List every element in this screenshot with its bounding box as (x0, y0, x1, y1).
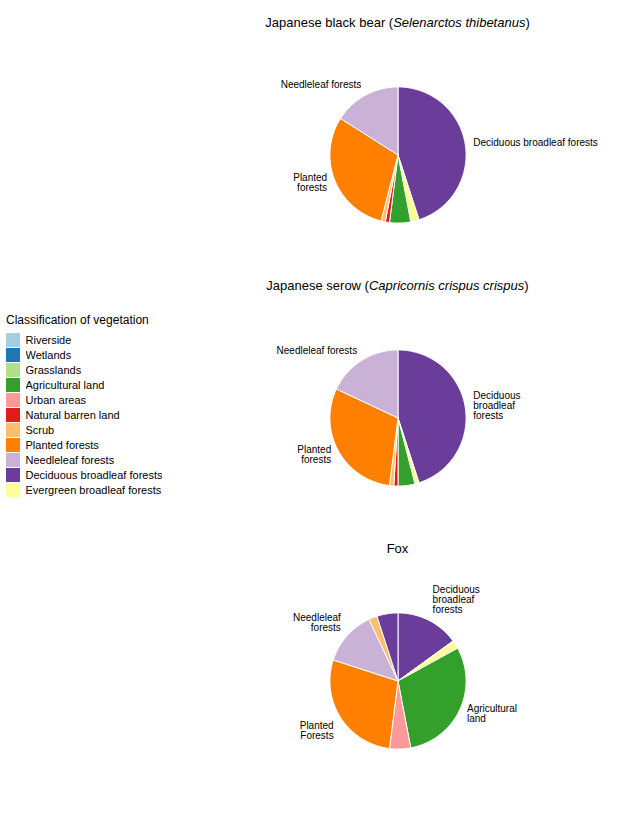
svg-text:Needleleafforests: Needleleafforests (293, 612, 341, 633)
svg-text:Needleleaf forests: Needleleaf forests (281, 79, 362, 90)
html-text:Japanese serow (Capricornis cr: Japanese serow (Capricornis crispus cris… (266, 278, 529, 293)
svg-text:Deciduous broadleaf forests: Deciduous broadleaf forests (473, 137, 598, 148)
html-text:Riverside: Riverside (25, 334, 72, 347)
html-text:Japanese black bear (Selenarct: Japanese black bear (Selenarctos thibeta… (265, 15, 530, 30)
html-text:Evergreen broadleaf forests: Evergreen broadleaf forests (25, 484, 162, 497)
svg-text:Deciduousbroadleafforests: Deciduousbroadleafforests (433, 584, 480, 615)
svg-text:Plantedforests: Plantedforests (293, 172, 327, 193)
svg-text:Needleleaf forests: Needleleaf forests (277, 345, 358, 356)
svg-text:Deciduousbroadleafforests: Deciduousbroadleafforests (473, 390, 520, 421)
svg-text:Plantedforests: Plantedforests (297, 444, 331, 465)
svg-text:PlantedForests: PlantedForests (300, 720, 334, 741)
html-text:Needleleaf forests: Needleleaf forests (25, 454, 115, 467)
html-text:Classification of vegetation: Classification of vegetation (6, 313, 149, 328)
html-text:Natural barren land: Natural barren land (25, 409, 120, 422)
html-text:Agricultural land: Agricultural land (25, 379, 105, 392)
html-text:Grasslands: Grasslands (25, 364, 82, 377)
html-text:Fox: Fox (386, 541, 409, 556)
html-text:Deciduous broadleaf forests: Deciduous broadleaf forests (25, 469, 163, 482)
svg-text:Agriculturalland: Agriculturalland (467, 703, 517, 724)
html-text:Wetlands: Wetlands (25, 349, 72, 362)
html-text:Scrub: Scrub (25, 424, 55, 437)
html-text:Planted forests: Planted forests (25, 439, 99, 452)
html-text:Urban areas: Urban areas (25, 394, 86, 407)
